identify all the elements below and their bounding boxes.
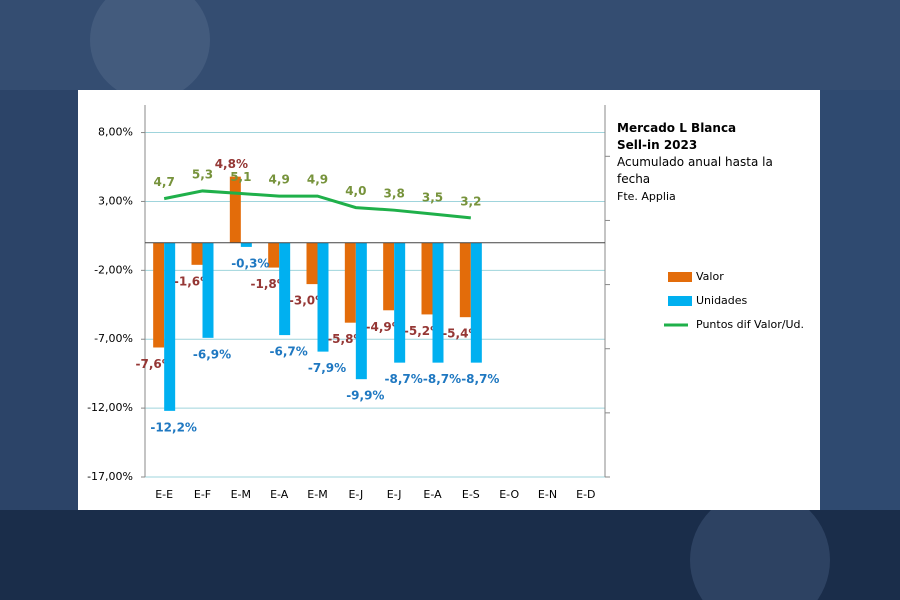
x-tick-label: E-O: [499, 488, 519, 501]
legend-label: Valor: [696, 270, 724, 283]
y-tick-label: -2,00%: [94, 263, 133, 276]
data-label: -9,9%: [346, 389, 384, 403]
y-tick-label: 3,00%: [98, 194, 133, 207]
bar: [306, 242, 318, 285]
bar: [191, 242, 203, 265]
y-tick-label: -17,00%: [87, 470, 133, 483]
x-tick-label: E-N: [538, 488, 557, 501]
chart-card: [78, 90, 820, 510]
x-tick-label: E-A: [270, 488, 289, 501]
annotation: Fte. Applia: [617, 190, 676, 203]
legend-swatch: [668, 296, 692, 306]
bar: [459, 242, 471, 318]
x-tick-label: E-S: [462, 488, 480, 501]
data-label: -6,9%: [193, 347, 231, 361]
bar: [355, 242, 367, 380]
bar: [164, 242, 176, 411]
bar: [432, 242, 444, 363]
bar: [394, 242, 406, 363]
data-label: 4,7: [154, 175, 175, 189]
bar: [153, 242, 165, 348]
legend-label: Puntos dif Valor/Ud.: [696, 318, 804, 331]
x-tick-label: E-J: [348, 488, 363, 501]
x-tick-label: E-E: [155, 488, 173, 501]
y-tick-label: -7,00%: [94, 332, 133, 345]
bar: [421, 242, 433, 315]
chart-subtitle: Sell-in 2023: [617, 138, 698, 152]
bar: [470, 242, 482, 363]
bar: [279, 242, 291, 336]
bar: [202, 242, 214, 338]
data-label: -6,7%: [270, 345, 308, 359]
chart-title: Mercado L Blanca: [617, 121, 737, 135]
data-label: -8,7%: [423, 372, 461, 386]
x-tick-label: E-A: [423, 488, 442, 501]
y-tick-label: -12,00%: [87, 401, 133, 414]
data-label: 5,3: [192, 167, 213, 181]
data-label: 4,9: [269, 173, 290, 187]
annotation: Acumulado anual hasta la fecha: [617, 155, 773, 186]
data-label: -12,2%: [150, 420, 197, 434]
x-tick-label: E-M: [307, 488, 327, 501]
line-series: [163, 189, 471, 220]
data-label: -7,9%: [308, 361, 346, 375]
x-tick-label: E-F: [194, 488, 211, 501]
data-label: 4,9: [307, 173, 328, 187]
x-tick-label: E-D: [576, 488, 595, 501]
data-label: 3,2: [460, 194, 481, 208]
bar: [317, 242, 329, 352]
data-label: -0,3%: [231, 256, 269, 270]
legend-swatch: [668, 272, 692, 282]
bar: [268, 242, 280, 268]
data-label: -8,7%: [385, 372, 423, 386]
x-tick-label: E-M: [231, 488, 251, 501]
data-label: -8,7%: [461, 372, 499, 386]
data-label: 5,1: [230, 170, 251, 184]
data-label: 4,8%: [215, 157, 248, 171]
data-label: 4,0: [345, 184, 366, 198]
data-label: 3,8: [384, 187, 405, 201]
legend-label: Unidades: [696, 294, 748, 307]
x-tick-label: E-J: [387, 488, 402, 501]
bar: [383, 242, 395, 311]
y-tick-label: 8,00%: [98, 126, 133, 139]
data-label: 3,5: [422, 191, 443, 205]
bar: [344, 242, 356, 323]
bar: [229, 176, 241, 243]
side-text: Mercado L Blanca Sell-in 2023 Acumulado …: [617, 120, 797, 205]
bar: [240, 242, 252, 247]
